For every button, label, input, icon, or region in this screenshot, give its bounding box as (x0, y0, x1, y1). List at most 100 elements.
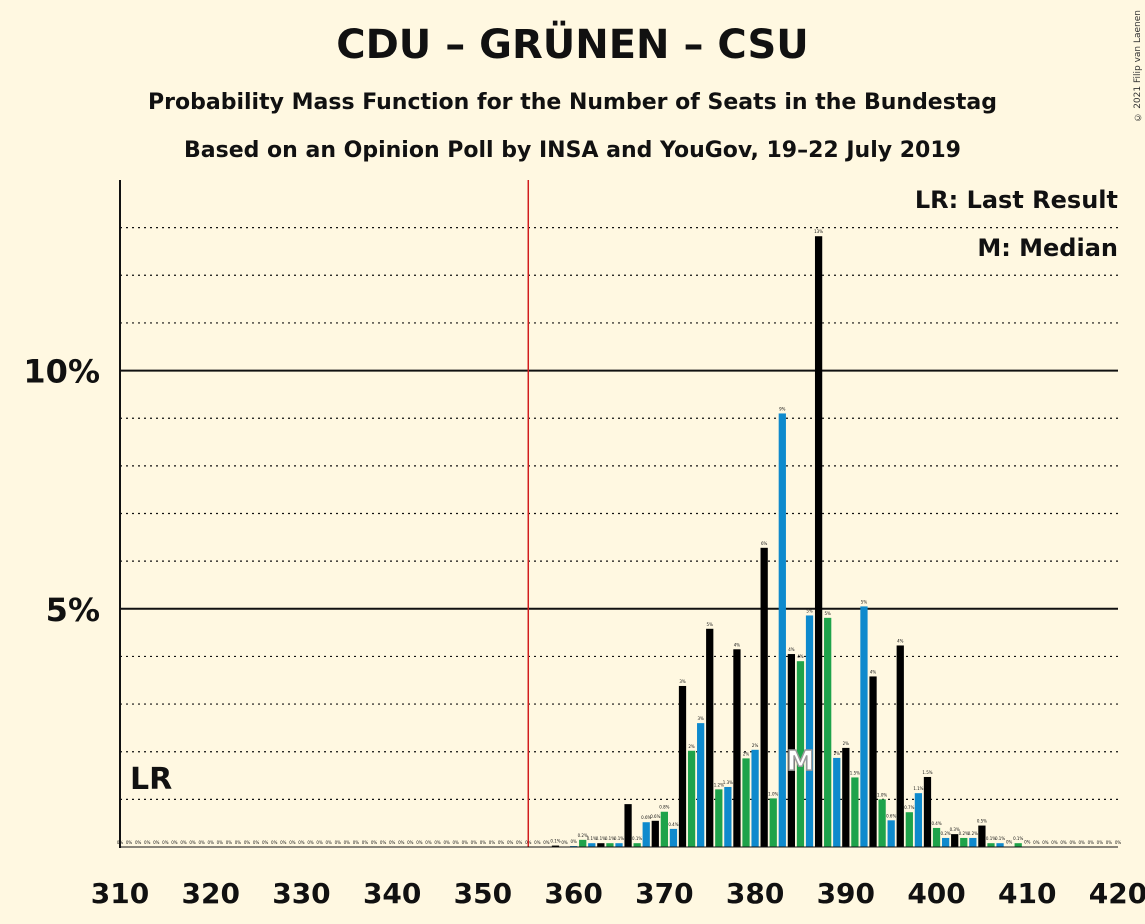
bar-value-labels: 0% 0% 0% 0% 0% 0% 0% 0% 0% 0% 0% 0% 0% 0% 0% 0% 0% 0% 0% 0%… (117, 229, 1122, 845)
chart-subtitle: Probability Mass Function for the Number… (148, 90, 997, 115)
x-tick-label: 370 (635, 877, 693, 910)
bar-value-label: 0% (226, 840, 233, 845)
bar-value-label: 0% (208, 840, 215, 845)
x-tick-label: 400 (907, 877, 965, 910)
bar (769, 798, 777, 847)
bar-value-label: 0% (189, 840, 196, 845)
bar-value-label: 0% (307, 840, 314, 845)
bar-value-label: 0% (425, 840, 432, 845)
bar-value-label: 0% (162, 840, 169, 845)
bar-value-label: 0% (171, 840, 178, 845)
x-tick-label: 310 (91, 877, 149, 910)
bar-value-label: 0% (453, 840, 460, 845)
last-result-label: LR (130, 762, 172, 797)
bar-value-label: 0.1% (995, 836, 1005, 841)
bar (588, 843, 596, 847)
bar-value-label: 4% (788, 647, 795, 652)
x-tick-label: 420 (1089, 877, 1145, 910)
bar-value-label: 0% (362, 840, 369, 845)
bar-value-label: 2% (688, 744, 695, 749)
bar-value-label: 0% (1060, 840, 1067, 845)
bar-value-label: 0% (480, 840, 487, 845)
bar-value-label: 1.2% (714, 782, 724, 787)
x-tick-label: 330 (272, 877, 330, 910)
bar-value-label: 4% (897, 638, 904, 643)
x-tick-label: 390 (817, 877, 875, 910)
bar (896, 645, 904, 847)
bar-value-label: 0% (1051, 840, 1058, 845)
bar (760, 547, 768, 847)
bar-value-label: 0% (1069, 840, 1076, 845)
bar (660, 811, 668, 847)
bar (814, 236, 823, 847)
bar (633, 843, 641, 847)
bar-value-label: 0% (516, 840, 523, 845)
x-tick-label: 360 (544, 877, 602, 910)
bar-value-label: 0% (489, 840, 496, 845)
bar-value-label: 0% (398, 840, 405, 845)
bar (941, 837, 950, 847)
x-tick-label: 320 (182, 877, 240, 910)
bar-value-label: 5% (806, 608, 813, 613)
bar (951, 834, 959, 847)
y-tick-label: 10% (23, 353, 100, 391)
bar-value-label: 0% (325, 840, 332, 845)
bar (778, 413, 786, 847)
median-marker: M (787, 744, 815, 777)
gridlines (120, 227, 1118, 800)
bar-value-label: 1.5% (922, 770, 932, 775)
bar-value-label: 0% (1115, 840, 1122, 845)
bar-value-label: 0% (1006, 840, 1013, 845)
bar (751, 749, 759, 847)
bar-value-label: 0% (407, 840, 414, 845)
bar-value-label: 0.8% (659, 805, 669, 810)
bar-value-label: 0.1% (605, 836, 615, 841)
y-tick-label: 5% (46, 591, 100, 629)
bar-value-label: 1.0% (877, 792, 887, 797)
bar-value-label: 0% (353, 840, 360, 845)
bar-value-label: 0% (507, 840, 514, 845)
bar-value-label: 0.4% (931, 821, 941, 826)
bar-value-label: 4% (734, 642, 741, 647)
bar-value-label: 13% (814, 229, 823, 234)
bar (787, 654, 796, 847)
bar-value-label: 0% (471, 840, 478, 845)
bar-value-label: 0.2% (941, 831, 951, 836)
bar-value-label: 0% (217, 840, 224, 845)
bar-value-label: 0% (389, 840, 396, 845)
bar-value-label: 0% (543, 840, 550, 845)
bar-value-label: 0% (416, 840, 423, 845)
bar-value-label: 0% (126, 840, 133, 845)
bar-value-label: 0% (1079, 840, 1086, 845)
bar-value-label: 4% (797, 654, 804, 659)
bar-value-label: 0% (180, 840, 187, 845)
x-tick-label: 350 (454, 877, 512, 910)
bar (796, 661, 805, 847)
bar (606, 843, 614, 847)
bar-value-label: 0.2% (959, 831, 969, 836)
legend-median: M: Median (977, 234, 1118, 262)
x-tick-label: 340 (363, 877, 421, 910)
bar (715, 789, 723, 847)
bar (923, 776, 932, 847)
bar (651, 820, 659, 847)
legend-last-result: LR: Last Result (914, 186, 1118, 214)
bar-value-label: 0% (280, 840, 287, 845)
bar-value-label: 0% (561, 840, 568, 845)
bar-value-label: 0.4% (668, 822, 678, 827)
bar (869, 676, 877, 847)
bar (824, 617, 832, 847)
bar-value-label: 0% (198, 840, 205, 845)
bar-value-label: 0.1% (614, 836, 624, 841)
bar-value-label: 2% (843, 741, 850, 746)
bar (597, 843, 605, 847)
x-tick-label: 380 (726, 877, 784, 910)
bar (978, 825, 986, 847)
bar-value-label: 0.1% (986, 836, 996, 841)
bar-value-label: 0% (253, 840, 260, 845)
bar-value-label: 1.5% (850, 770, 860, 775)
bar-value-label: 0% (1024, 840, 1031, 845)
axes: 5% 10% 310 320 330 340 350 360 370 380 390 400 410 42… (23, 180, 1145, 910)
bar (724, 786, 732, 847)
bar (624, 804, 632, 847)
